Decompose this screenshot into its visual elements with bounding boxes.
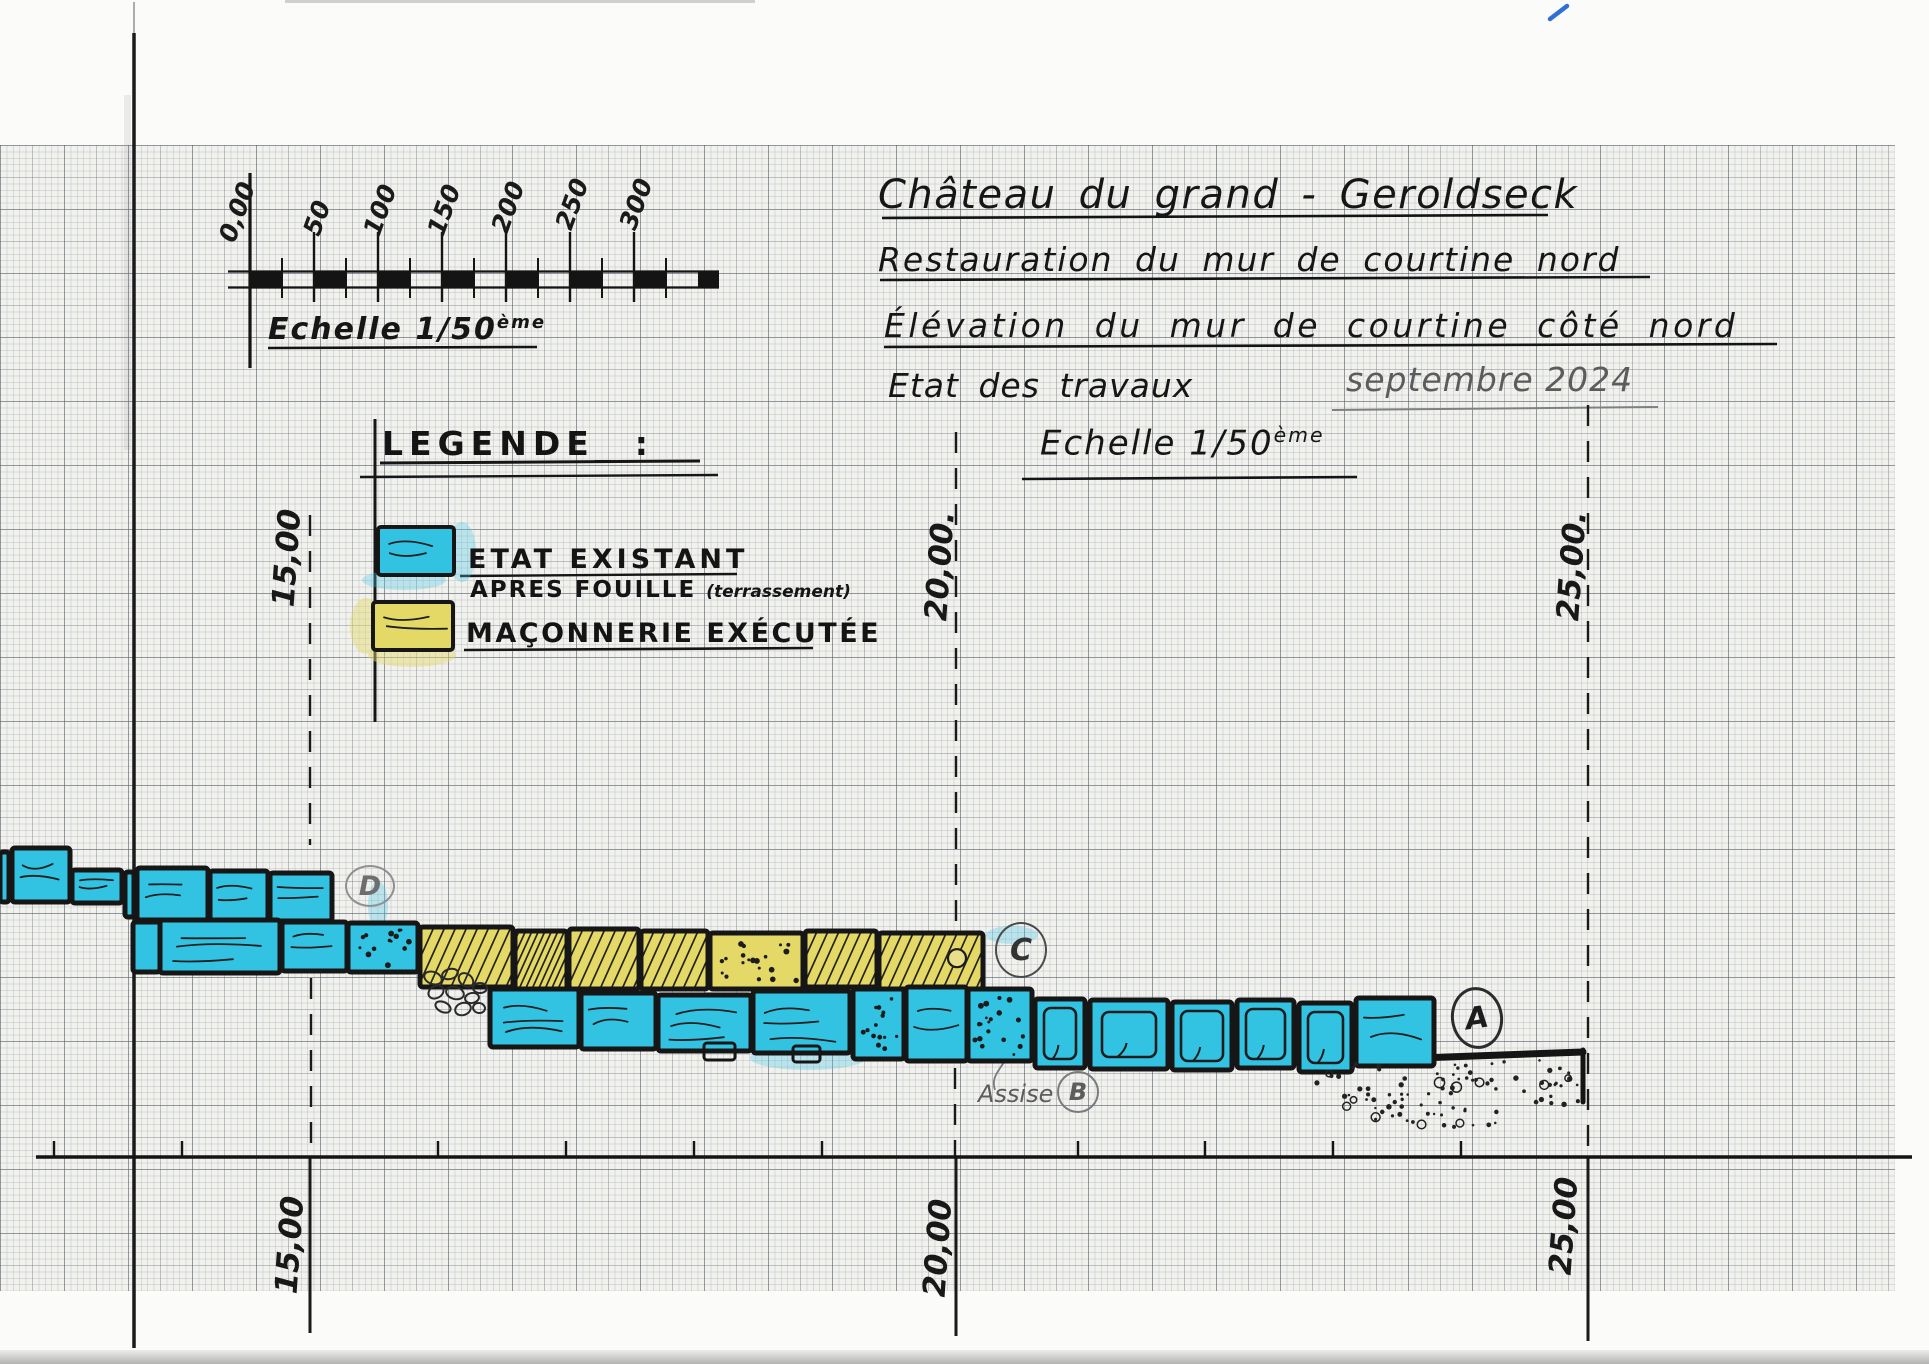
stone [207,868,271,924]
scale-bar [228,173,719,368]
rubble-pebble [423,970,443,986]
rubble-pebble [441,967,459,981]
legend-item1-line2-text: APRES FOUILLE [470,577,697,603]
axis-label-15: 15,00 [268,1194,312,1296]
rubble-and-gravel [423,967,1580,1130]
wall-stones [0,525,1437,1075]
stone [707,930,806,992]
stone [512,928,570,992]
stone [903,984,970,1064]
legend-swatch-existing [376,525,456,577]
stone [1353,995,1437,1069]
stone [850,986,907,1062]
title-underlines [879,213,1778,481]
title-date: septembre 2024 [1346,360,1634,399]
legend-title: LEGENDE_ : [382,424,654,463]
legend-item2-line1: MAÇONNERIE EXÉCUTÉE [466,618,882,649]
rubble-pebble [454,1001,472,1017]
scale-bar-caption: Echelle 1/50ème [268,312,546,347]
assise-label: Assise [978,1080,1054,1108]
ref-label-25: 25,00. [1550,509,1594,623]
title-scale-sup: ème [1273,423,1325,447]
stone [578,990,659,1052]
bottom-axis-ticks [52,1141,1463,1157]
rubble-pebble [472,982,488,994]
rubble-pebble [434,1000,452,1014]
axis-label-25: 25,00 [1542,1175,1586,1277]
title-line-3: Élévation du mur de courtine côté nord [884,306,1739,345]
course-label-c: C [995,922,1047,978]
title-scale: Echelle 1/50ème [1040,423,1325,463]
stone [702,1041,737,1062]
stone [134,865,211,923]
rubble-pebble [445,985,465,1001]
stone [1032,996,1088,1071]
stone [9,845,73,905]
legend-rules [359,419,814,722]
graph-paper [0,145,1895,1291]
title-line-4: Etat des travaux [888,366,1194,405]
scale-caption-underline [267,345,538,350]
stone [345,920,421,975]
stone [1234,997,1297,1071]
title-line-2: Restauration du mur de courtine nord [878,240,1621,279]
course-label-d: D [345,865,395,907]
rubble-pebble [472,1001,486,1015]
stone [157,917,283,976]
rubble-pebble [464,991,480,1005]
stone [1169,999,1235,1073]
stone [267,870,335,924]
stone [0,849,12,905]
stone [791,1044,822,1064]
scale-bar-major-ticks [312,232,636,302]
title-line-1: Château du grand - Geroldseck [878,172,1579,218]
ref-label-20: 20,00. [918,509,962,623]
legend-item1-note: (terrassement) [706,582,851,602]
scale-caption-text: Echelle 1/50 [268,312,497,347]
stone [130,919,163,975]
blue-pen-mark [1547,3,1570,22]
legend-item1-line1: ETAT EXISTANT [468,544,749,575]
rubble-pebble [427,984,445,1000]
scan-artifacts [124,0,1570,450]
stone [69,867,125,906]
wall-extra-lines [992,1047,1587,1105]
stone [279,919,350,974]
stone [1296,1000,1355,1075]
axis-label-20: 20,00 [916,1197,960,1299]
scan-edge-shadow [0,1350,1929,1364]
stone [638,928,711,992]
reference-lines [308,405,1590,1341]
stone [876,930,986,992]
scale-bar-half-ticks [281,258,667,298]
course-label-b: B [1057,1071,1099,1113]
scale-caption-sup: ème [496,312,547,333]
stone [487,986,582,1050]
stone [750,988,853,1056]
legend-swatch-masonry [371,600,455,652]
stone [965,986,1035,1064]
assise-leader-line [992,1061,1005,1091]
title-scale-text: Echelle 1/50 [1040,423,1274,464]
ref-label-15: 15,00 [265,507,309,609]
stone [122,869,137,920]
legend-item1-line2: APRES FOUILLE (terrassement) [470,577,851,603]
rubble-pebble [457,972,475,988]
scale-bar-segments [250,272,719,288]
stone [1087,997,1171,1072]
bottom-axis [36,1141,1912,1159]
